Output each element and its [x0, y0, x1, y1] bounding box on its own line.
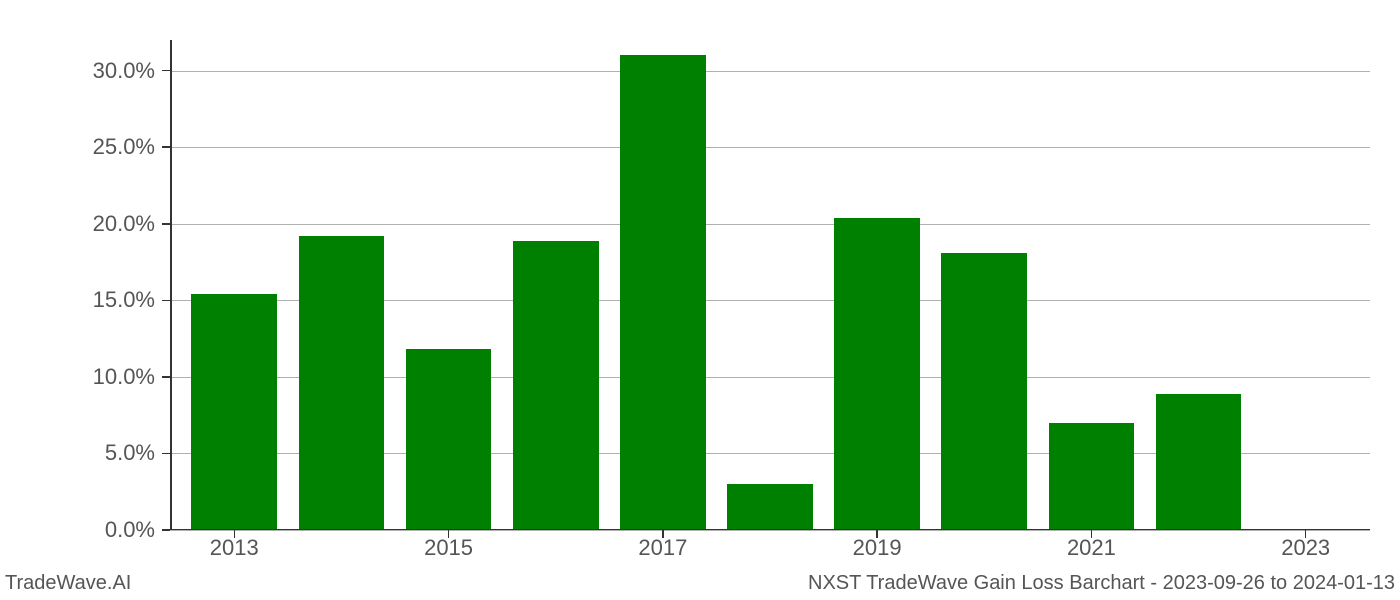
y-tick-mark	[162, 453, 170, 455]
bar	[727, 484, 813, 530]
bar	[1156, 394, 1242, 530]
y-tick-label: 10.0%	[93, 364, 155, 390]
x-axis-line	[170, 529, 1370, 531]
y-axis-line	[170, 40, 172, 530]
bar	[513, 241, 599, 530]
x-tick-label: 2021	[1067, 535, 1116, 561]
grid-line	[170, 530, 1370, 531]
y-tick-mark	[162, 376, 170, 378]
bar	[620, 55, 706, 530]
y-tick-label: 20.0%	[93, 211, 155, 237]
bar	[1049, 423, 1135, 530]
y-tick-mark	[162, 529, 170, 531]
footer-brand: TradeWave.AI	[5, 572, 131, 595]
grid-line	[170, 224, 1370, 225]
y-tick-label: 30.0%	[93, 58, 155, 84]
grid-line	[170, 147, 1370, 148]
bar	[941, 253, 1027, 530]
grid-line	[170, 71, 1370, 72]
x-tick-label: 2015	[424, 535, 473, 561]
bar	[834, 218, 920, 530]
x-tick-label: 2017	[638, 535, 687, 561]
x-tick-label: 2013	[210, 535, 259, 561]
y-tick-mark	[162, 300, 170, 302]
y-tick-mark	[162, 223, 170, 225]
chart-plot-area	[170, 40, 1370, 530]
y-tick-mark	[162, 146, 170, 148]
bar	[406, 349, 492, 530]
y-tick-label: 0.0%	[105, 517, 155, 543]
x-axis-labels: 2013 2015 2017 2019 2021 2023	[170, 535, 1370, 565]
footer-caption: NXST TradeWave Gain Loss Barchart - 2023…	[808, 572, 1395, 595]
bar	[191, 294, 277, 530]
y-tick-label: 25.0%	[93, 134, 155, 160]
y-axis: 0.0%5.0%10.0%15.0%20.0%25.0%30.0%	[0, 40, 170, 530]
y-tick-mark	[162, 70, 170, 72]
x-tick-label: 2019	[853, 535, 902, 561]
y-tick-label: 15.0%	[93, 287, 155, 313]
x-tick-label: 2023	[1281, 535, 1330, 561]
bar	[299, 236, 385, 530]
y-tick-label: 5.0%	[105, 440, 155, 466]
